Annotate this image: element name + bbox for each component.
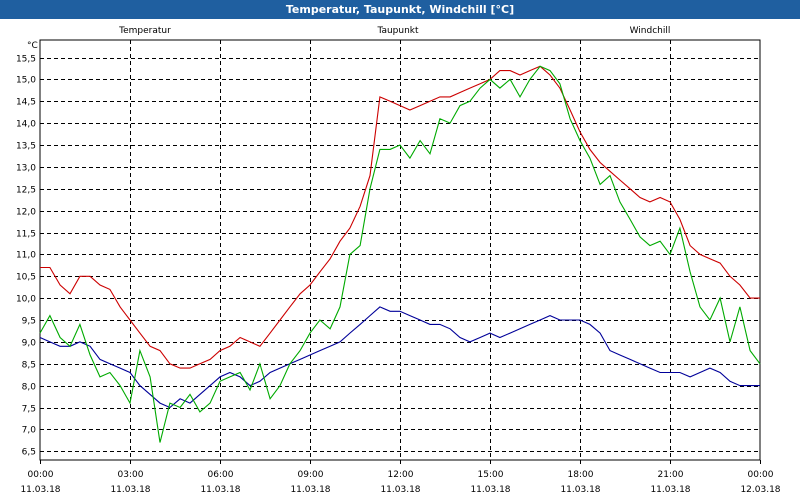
- legend-temperatur: Temperatur: [118, 26, 171, 36]
- y-tick-label: 12,0: [16, 208, 36, 218]
- y-tick-label: 11,5: [16, 230, 36, 240]
- y-tick-label: 14,5: [16, 98, 36, 108]
- series-line-temperatur: [40, 65, 760, 369]
- legend-taupunkt: Taupunkt: [376, 26, 419, 36]
- y-tick-label: 10,5: [16, 273, 36, 283]
- y-tick-label: 8,0: [22, 383, 37, 393]
- y-tick-label: 13,0: [16, 164, 36, 174]
- y-tick-label: 11,0: [16, 251, 36, 261]
- x-tick-time: 12:00: [388, 470, 414, 480]
- series-line-taupunkt: [39, 306, 760, 409]
- y-tick-label: 12,5: [16, 186, 36, 196]
- y-axis-label: °C: [27, 41, 38, 51]
- x-tick-time: 03:00: [118, 470, 144, 480]
- x-tick-time: 21:00: [658, 470, 684, 480]
- y-tick-label: 10,0: [16, 295, 36, 305]
- x-tick-time: 18:00: [568, 470, 594, 480]
- y-tick-label: 9,5: [22, 317, 36, 327]
- y-tick-label: 9,0: [22, 339, 37, 349]
- y-tick-label: 14,0: [16, 120, 36, 130]
- x-tick-date: 11.03.18: [470, 485, 510, 495]
- x-tick-date: 11.03.18: [290, 485, 330, 495]
- y-tick-label: 15,0: [16, 76, 36, 86]
- legend-windchill: Windchill: [630, 26, 671, 36]
- y-tick-label: 7,5: [22, 405, 36, 415]
- x-tick-date: 11.03.18: [110, 485, 150, 495]
- x-tick-time: 06:00: [208, 470, 234, 480]
- series-line-windchill: [39, 65, 761, 443]
- y-tick-label: 15,5: [16, 55, 36, 65]
- x-tick-time: 15:00: [478, 470, 504, 480]
- y-tick-label: 6,5: [22, 448, 36, 458]
- y-tick-label: 8,5: [22, 361, 36, 371]
- x-tick-date: 12.03.18: [740, 485, 780, 495]
- x-tick-time: 09:00: [298, 470, 324, 480]
- x-tick-date: 11.03.18: [20, 485, 60, 495]
- x-tick-time: 00:00: [28, 470, 54, 480]
- x-tick-date: 11.03.18: [380, 485, 420, 495]
- x-tick-date: 11.03.18: [650, 485, 690, 495]
- x-tick-time: 00:00: [748, 470, 774, 480]
- y-tick-label: 13,5: [16, 142, 36, 152]
- x-tick-date: 11.03.18: [200, 485, 240, 495]
- x-tick-date: 11.03.18: [560, 485, 600, 495]
- window-title: Temperatur, Taupunkt, Windchill [°C]: [0, 0, 800, 19]
- y-tick-label: 7,0: [22, 426, 37, 436]
